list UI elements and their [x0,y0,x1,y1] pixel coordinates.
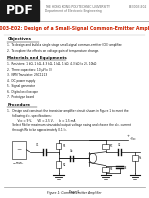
Bar [0,0,39,21]
Text: +Vcc: +Vcc [129,137,136,141]
Text: Figure 1: Common-Emitter Amplifier: Figure 1: Common-Emitter Amplifier [47,191,102,195]
Text: PDF: PDF [5,4,33,17]
Text: +: + [127,134,129,138]
Text: RL: RL [139,156,142,160]
Text: Cb: Cb [70,149,73,153]
Text: Page 1: Page 1 [69,190,80,194]
Text: 2.  To explore the effects on voltage gain of temperature change.: 2. To explore the effects on voltage gai… [7,49,100,53]
Text: 7.  Prototype board: 7. Prototype board [7,95,34,99]
Text: C2: C2 [118,143,121,147]
Text: CE: CE [124,166,127,169]
Text: through Rb to be approximately 0.1 Ic.: through Rb to be approximately 0.1 Ic. [7,128,67,132]
Text: 3.  NPN Transistor: 2SC1213: 3. NPN Transistor: 2SC1213 [7,73,48,77]
Text: 6.  Digital oscilloscope: 6. Digital oscilloscope [7,90,38,94]
Bar [102,167,110,172]
Text: C1: C1 [35,143,39,147]
Text: R2: R2 [62,163,66,167]
Text: ~: ~ [16,147,22,152]
Text: Materials and Equipments: Materials and Equipments [7,56,67,60]
Text: 1.   Design and construct the transistor amplifier circuit shown in Figure 1 to : 1. Design and construct the transistor a… [7,109,129,113]
Text: R1: R1 [62,144,66,148]
Text: 4.  DC power supply: 4. DC power supply [7,79,36,83]
Text: following d.c. specifications:: following d.c. specifications: [7,114,52,118]
Bar [56,143,61,148]
Bar [102,144,110,148]
Text: RC: RC [110,144,114,148]
Text: 5.  Signal generator: 5. Signal generator [7,84,35,88]
Text: 2.  Three capacitors: 10 μF(x 3): 2. Three capacitors: 10 μF(x 3) [7,68,52,71]
Text: Vcc = 9 V,      VE = 2.5 V,      Ic = 1.5 mA.: Vcc = 9 V, VE = 2.5 V, Ic = 1.5 mA. [7,119,77,123]
Bar [56,161,61,168]
Bar [11,141,26,159]
Text: Signal
Generator: Signal Generator [13,162,25,164]
Bar [132,155,138,161]
Text: THE HONG KONG POLYTECHNIC UNIVERSITY: THE HONG KONG POLYTECHNIC UNIVERSITY [45,5,110,9]
Text: EE3003-E02: Design of a Small-Signal Common-Emitter Amplifier: EE3003-E02: Design of a Small-Signal Com… [0,26,149,31]
Text: Objectives: Objectives [7,37,31,41]
Text: 1.  To design and build a single stage small-signal common-emitter (CE) amplifie: 1. To design and build a single stage sm… [7,43,123,47]
Text: EE3003-E02: EE3003-E02 [129,5,148,9]
Text: RE: RE [110,167,114,171]
Text: 1.  Resistors: 1 kΩ, 1 kΩ, 4.3 kΩ, 1 kΩ, 1 kΩ, 4.3 kΩ (x 2), 10kΩ: 1. Resistors: 1 kΩ, 1 kΩ, 4.3 kΩ, 1 kΩ, … [7,62,97,66]
Text: Select Rb for maximum sinusoidal output voltage swing and choose the d.c. curren: Select Rb for maximum sinusoidal output … [7,123,131,127]
Text: Department of Electronic Engineering: Department of Electronic Engineering [45,9,101,13]
Text: Procedure: Procedure [7,103,31,107]
